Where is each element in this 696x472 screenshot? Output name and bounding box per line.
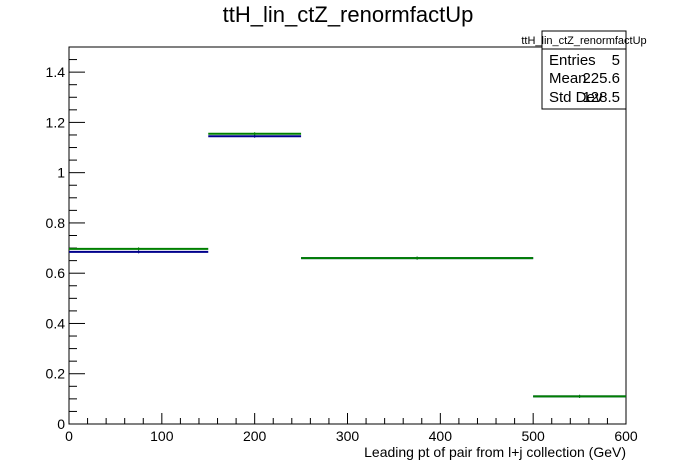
x-tick-label: 100 <box>150 428 174 444</box>
x-axis: 0 100 200 300 400 500 600 <box>65 413 638 444</box>
stats-box-frame <box>541 30 627 110</box>
y-tick-label: 0.8 <box>46 215 66 231</box>
stats-box: ttH_lin_ctZ_renormfactUp Entries 5 Mean … <box>521 30 647 110</box>
stats-mean-value: 225.6 <box>582 70 620 87</box>
y-tick-label: 1.4 <box>46 64 66 80</box>
stats-stddev-value: 128.5 <box>582 89 620 106</box>
x-tick-label: 200 <box>243 428 267 444</box>
chart-title: ttH_lin_ctZ_renormfactUp <box>223 2 474 27</box>
y-tick-label: 0.6 <box>46 265 66 281</box>
stats-entries-value: 5 <box>612 52 620 69</box>
x-axis-label: Leading pt of pair from l+j collection (… <box>364 444 626 460</box>
y-tick-label: 0.4 <box>46 315 66 331</box>
stats-box-title: ttH_lin_ctZ_renormfactUp <box>521 35 646 47</box>
y-tick-label: 1 <box>57 165 65 181</box>
stats-stddev-label: Std Dev <box>549 89 603 106</box>
x-tick-label: 600 <box>614 428 638 444</box>
stats-entries-label: Entries <box>549 52 596 69</box>
y-tick-label: 0.2 <box>46 366 66 382</box>
y-axis: 0 0.2 0.4 0.6 0.8 1 1.2 1.4 <box>46 46 85 432</box>
x-tick-label: 400 <box>429 428 453 444</box>
x-tick-label: 300 <box>336 428 360 444</box>
stats-mean-label: Mean <box>549 70 587 87</box>
x-tick-label: 0 <box>65 428 73 444</box>
series-0 <box>69 134 626 398</box>
y-tick-label: 0 <box>57 416 65 432</box>
series-group <box>69 132 626 398</box>
y-tick-label: 1.2 <box>46 114 66 130</box>
x-tick-label: 500 <box>521 428 545 444</box>
series-1 <box>69 132 626 398</box>
